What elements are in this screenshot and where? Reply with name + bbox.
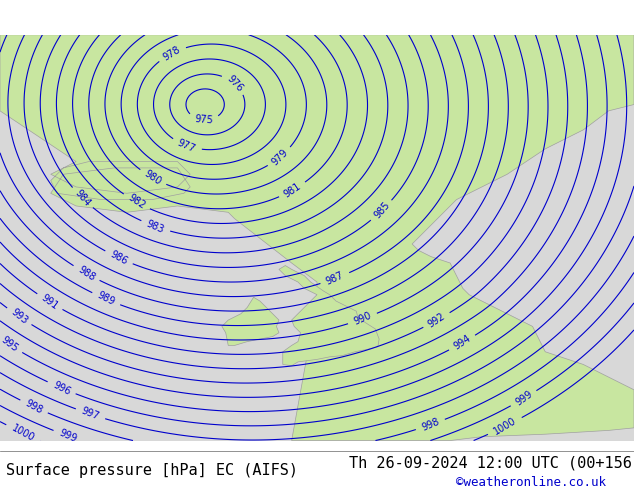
- Text: 989: 989: [96, 291, 117, 308]
- Text: 982: 982: [126, 193, 147, 211]
- Text: 998: 998: [23, 398, 44, 416]
- Text: 978: 978: [161, 44, 182, 63]
- Text: 1000: 1000: [10, 423, 37, 443]
- Polygon shape: [279, 266, 379, 366]
- Text: 999: 999: [514, 389, 534, 408]
- Text: 977: 977: [176, 137, 197, 154]
- Text: 981: 981: [282, 181, 303, 199]
- Text: 997: 997: [80, 406, 101, 422]
- Text: 993: 993: [9, 307, 29, 326]
- Polygon shape: [0, 35, 634, 441]
- Text: Surface pressure [hPa] EC (AIFS): Surface pressure [hPa] EC (AIFS): [6, 463, 299, 478]
- Text: 995: 995: [0, 335, 20, 354]
- Text: 979: 979: [270, 147, 290, 167]
- Polygon shape: [222, 297, 279, 345]
- Text: 975: 975: [194, 114, 213, 125]
- Text: 983: 983: [145, 218, 166, 235]
- Text: 996: 996: [51, 379, 72, 396]
- Text: 984: 984: [72, 188, 92, 208]
- Text: 986: 986: [108, 249, 129, 267]
- Text: 994: 994: [452, 334, 473, 352]
- Text: Th 26-09-2024 12:00 UTC (00+156): Th 26-09-2024 12:00 UTC (00+156): [349, 456, 634, 470]
- Text: 992: 992: [426, 311, 447, 329]
- Text: 998: 998: [420, 416, 441, 433]
- Text: ©weatheronline.co.uk: ©weatheronline.co.uk: [456, 476, 607, 489]
- Text: 999: 999: [58, 428, 78, 444]
- Text: 976: 976: [225, 74, 245, 94]
- Text: 1000: 1000: [492, 416, 518, 437]
- Text: 987: 987: [325, 270, 346, 287]
- Text: 991: 991: [39, 293, 60, 311]
- Text: 990: 990: [352, 311, 373, 327]
- Text: 985: 985: [372, 200, 392, 221]
- Text: 980: 980: [142, 169, 163, 187]
- Text: 988: 988: [76, 264, 97, 283]
